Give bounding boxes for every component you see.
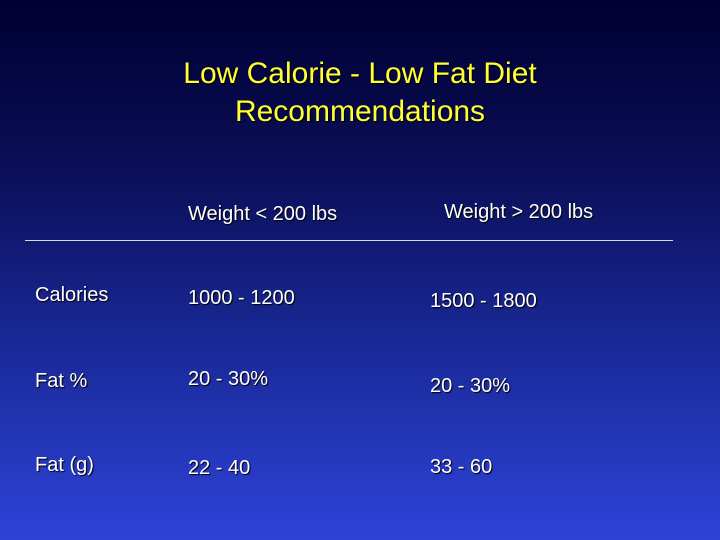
row-label: Calories: [35, 284, 109, 306]
table-cell: 22 - 40: [188, 457, 251, 479]
table-cell: 1500 - 1800: [430, 290, 537, 312]
slide-title-line-2: Recommendations: [234, 95, 486, 128]
header-divider: [25, 240, 673, 241]
table-cell: 20 - 30%: [188, 368, 269, 390]
table-cell: 33 - 60: [430, 456, 493, 478]
column-header-over-200: Weight > 200 lbs: [444, 201, 594, 223]
slide-title: Low Calorie - Low Fat Diet Recommendatio…: [0, 55, 720, 131]
column-header-under-200: Weight < 200 lbs: [188, 203, 338, 225]
row-label: Fat (g): [35, 454, 94, 476]
table-cell: 20 - 30%: [430, 375, 511, 397]
table-cell: 1000 - 1200: [188, 287, 295, 309]
row-label: Fat %: [35, 370, 88, 392]
slide-title-line-1: Low Calorie - Low Fat Diet: [183, 57, 537, 90]
